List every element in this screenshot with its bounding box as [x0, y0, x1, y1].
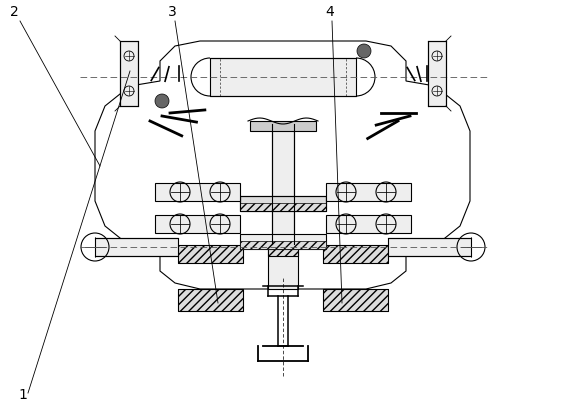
Text: 1: 1	[18, 388, 27, 402]
Bar	[178, 245, 243, 263]
Bar	[178, 289, 243, 311]
Bar	[268, 244, 298, 256]
Bar	[250, 121, 316, 131]
Bar	[240, 234, 326, 249]
Bar	[272, 124, 294, 244]
Bar	[323, 289, 388, 311]
Bar	[240, 241, 326, 249]
Bar	[326, 215, 411, 233]
Bar	[95, 238, 178, 256]
Bar	[323, 289, 388, 311]
Bar	[178, 289, 243, 311]
Bar	[155, 183, 240, 201]
Bar	[210, 58, 356, 96]
Bar	[323, 245, 388, 263]
Bar	[388, 238, 471, 256]
Bar	[323, 245, 388, 263]
Circle shape	[357, 44, 371, 58]
Bar	[326, 183, 411, 201]
Bar	[240, 196, 326, 211]
Bar	[240, 196, 326, 211]
Text: 3: 3	[168, 5, 177, 19]
Bar	[268, 244, 298, 289]
Bar	[178, 245, 243, 263]
Text: 4: 4	[325, 5, 334, 19]
Bar	[120, 41, 138, 106]
Bar	[428, 41, 446, 106]
Text: 2: 2	[10, 5, 19, 19]
Bar	[155, 215, 240, 233]
Circle shape	[155, 94, 169, 108]
Bar	[240, 203, 326, 211]
Bar	[268, 244, 298, 256]
